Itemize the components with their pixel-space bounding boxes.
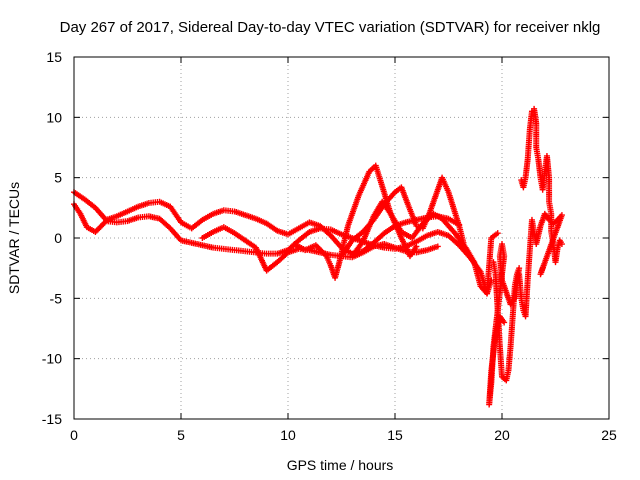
y-tick-label: -15 xyxy=(42,411,62,427)
data-point xyxy=(413,243,420,250)
data-point xyxy=(494,230,501,237)
data-point xyxy=(558,241,565,248)
x-tick-label: 5 xyxy=(177,427,185,443)
x-tick-label: 15 xyxy=(387,427,403,443)
y-tick-label: 10 xyxy=(46,109,62,125)
data-point xyxy=(501,319,508,326)
y-tick-label: 5 xyxy=(54,170,62,186)
x-tick-label: 25 xyxy=(601,427,617,443)
series-track-e xyxy=(338,174,467,260)
y-tick-label: 15 xyxy=(46,49,62,65)
y-tick-label: -10 xyxy=(42,351,62,367)
series-track-b xyxy=(71,201,495,297)
y-axis: -15 -10 -5 0 5 10 15 xyxy=(42,49,609,427)
chart-title: Day 267 of 2017, Sidereal Day-to-day VTE… xyxy=(60,19,601,36)
series-track-i xyxy=(516,210,565,320)
data-series xyxy=(71,105,565,408)
x-axis: 0 5 10 15 20 25 xyxy=(70,57,617,443)
x-tick-label: 0 xyxy=(70,427,78,443)
y-tick-label: -5 xyxy=(50,290,63,306)
series-track-d xyxy=(291,162,420,281)
series-track-h xyxy=(518,105,565,266)
y-tick-label: 0 xyxy=(54,230,62,246)
series-track-f xyxy=(349,198,501,297)
data-point xyxy=(539,265,546,272)
y-axis-label: SDTVAR / TECUs xyxy=(6,182,22,294)
series-track-g xyxy=(486,241,523,408)
data-point xyxy=(434,243,441,250)
grid xyxy=(74,57,609,419)
x-axis-label: GPS time / hours xyxy=(287,457,394,473)
x-tick-label: 10 xyxy=(280,427,296,443)
x-tick-label: 20 xyxy=(494,427,510,443)
